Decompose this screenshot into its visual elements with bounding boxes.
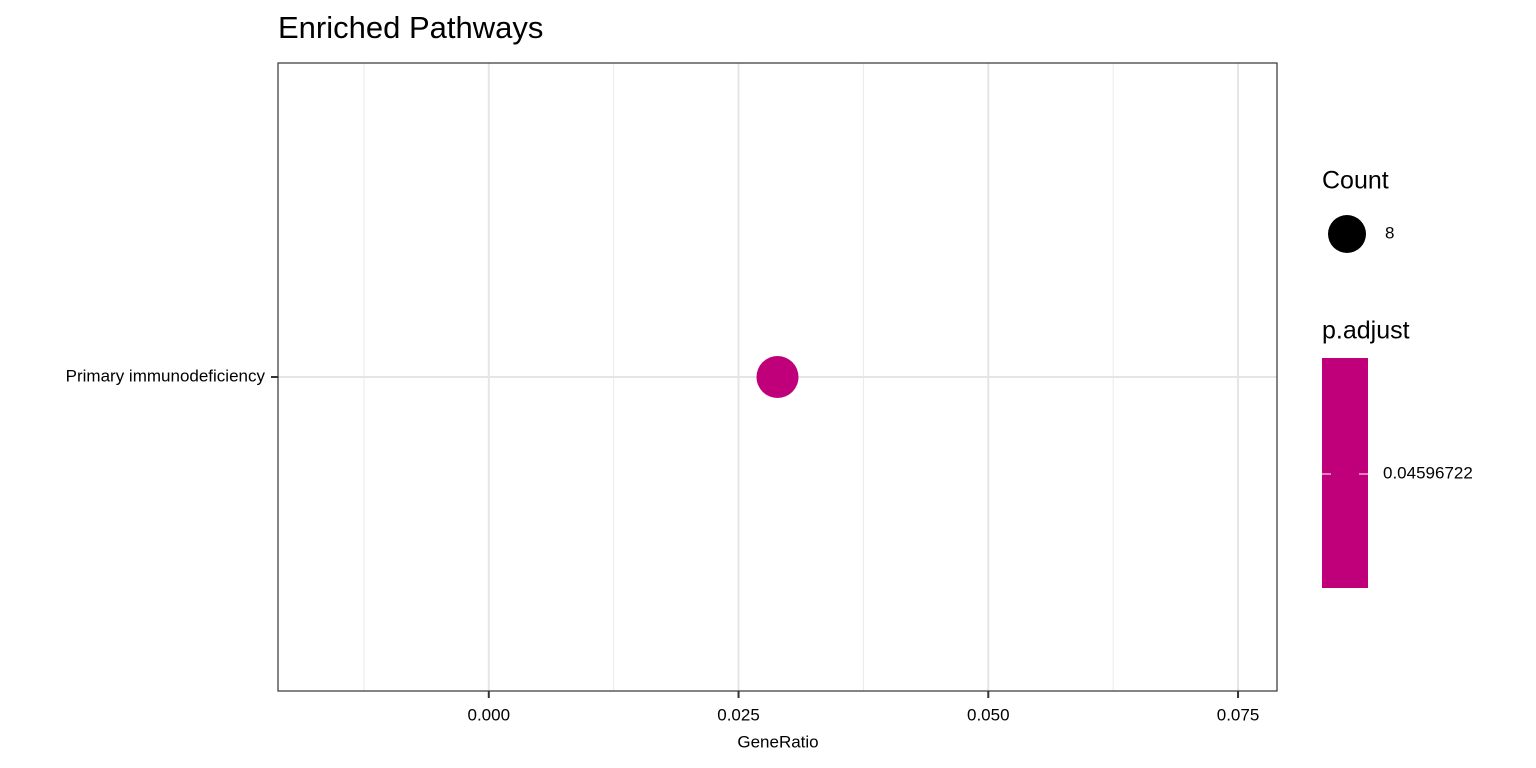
x-tick-label: 0.025	[717, 705, 760, 724]
size-legend-label: 8	[1385, 223, 1394, 242]
color-bar	[1322, 358, 1368, 588]
x-tick-label: 0.050	[967, 705, 1010, 724]
x-axis-label: GeneRatio	[737, 732, 818, 751]
plot-border	[277, 62, 1278, 692]
x-tick-label: 0.075	[1217, 705, 1260, 724]
size-legend-key	[1328, 215, 1366, 253]
y-tick-label: Primary immunodeficiency	[66, 366, 266, 385]
size-legend-title: Count	[1322, 167, 1389, 195]
color-legend-label: 0.04596722	[1383, 463, 1473, 482]
color-legend-title: p.adjust	[1322, 317, 1410, 345]
chart-title: Enriched Pathways	[278, 10, 543, 45]
dot	[756, 356, 799, 398]
x-tick-label: 0.000	[468, 705, 511, 724]
